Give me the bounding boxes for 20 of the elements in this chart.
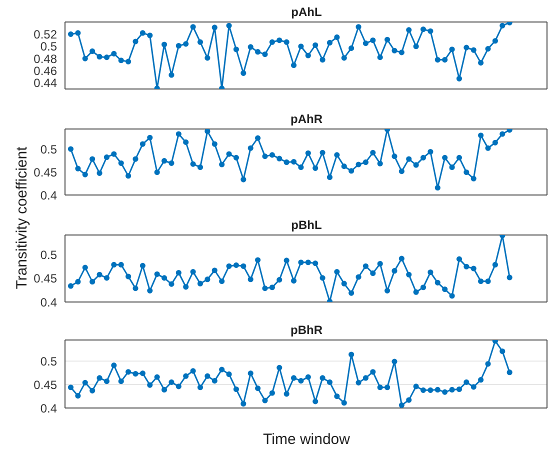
y-tick-label: 0.4 xyxy=(40,188,58,202)
x-axis-title: Time window xyxy=(262,431,351,448)
y-tick-label: 0.4 xyxy=(40,401,58,416)
chart-title: pAhR xyxy=(290,112,324,126)
y-tick-label: 0.5 xyxy=(40,248,58,262)
y-tick-label: 0.52 xyxy=(34,27,58,42)
y-tick-label: 0.5 xyxy=(40,142,58,157)
y-tick-label: 0.48 xyxy=(34,52,58,66)
chart-title: pAhL xyxy=(290,5,323,19)
y-axis-title: Transitivity coefficient xyxy=(14,146,30,290)
y-tick-label: 0.45 xyxy=(34,378,58,392)
chart-title: pBhR xyxy=(290,323,324,337)
y-tick-label: 0.45 xyxy=(34,166,58,180)
y-tick-label: 0.5 xyxy=(40,40,58,54)
y-tick-label: 0.44 xyxy=(34,76,58,90)
y-tick-label: 0.5 xyxy=(40,354,58,368)
y-tick-label: 0.46 xyxy=(34,64,58,78)
y-tick-label: 0.4 xyxy=(40,295,58,310)
chart-title: pBhL xyxy=(290,218,323,232)
y-tick-label: 0.45 xyxy=(34,272,58,286)
